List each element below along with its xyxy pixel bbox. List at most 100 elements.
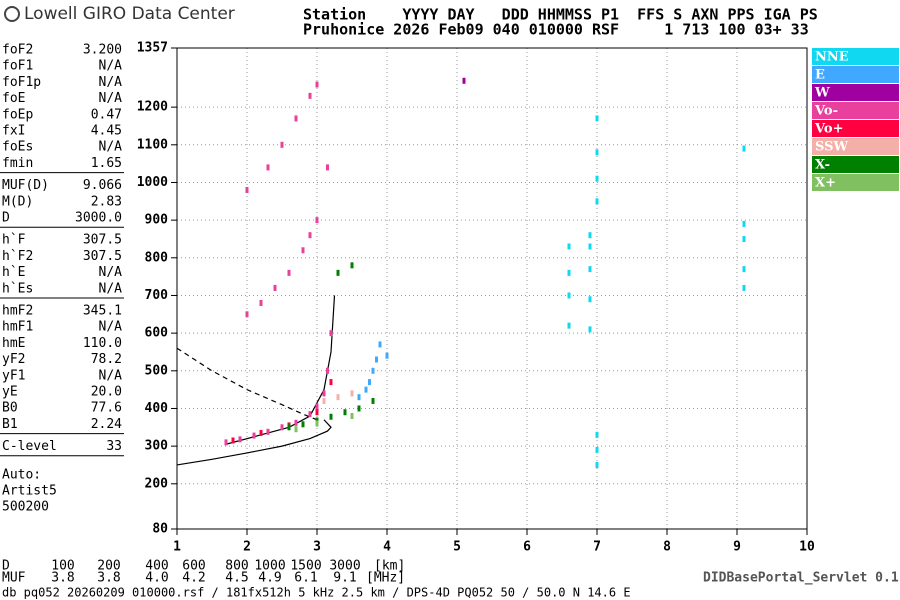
echo-point [595, 431, 599, 438]
echo-point [336, 269, 340, 276]
muf-value: 6.1 [294, 571, 317, 586]
legend-swatch [812, 174, 899, 191]
param-value: N/A [99, 140, 123, 155]
param-value: N/A [99, 91, 123, 106]
echo-point [364, 386, 368, 393]
echo-point [595, 175, 599, 182]
x-tick-label: 2 [243, 540, 251, 555]
param-name: fxI [2, 124, 25, 139]
echo-point [742, 235, 746, 242]
echo-point [742, 284, 746, 291]
echo-point [371, 397, 375, 404]
echo-point [315, 417, 319, 424]
legend-label: NNE [815, 50, 849, 65]
y-tick-label: 900 [145, 213, 169, 228]
profile-line [176, 347, 318, 421]
muf-value: 3.8 [97, 571, 120, 586]
echo-point [224, 439, 228, 446]
param-name: h`F2 [2, 249, 33, 264]
d-value: 1000 [254, 559, 285, 574]
echo-point [742, 220, 746, 227]
param-value: 4.45 [91, 124, 122, 139]
x-tick-label: 1 [173, 540, 181, 555]
d-value: 600 [182, 559, 205, 574]
param-name: hmF1 [2, 320, 33, 335]
param-name: yF2 [2, 352, 25, 367]
echo-point [245, 311, 249, 318]
echo-point [231, 437, 235, 444]
x-tick-label: 3 [313, 540, 321, 555]
param-name: h`E [2, 265, 25, 280]
d-label: D [2, 559, 10, 574]
logo-icon [4, 6, 20, 22]
param-value: 33 [106, 439, 122, 454]
x-tick-label: 9 [733, 540, 741, 555]
echo-point [595, 198, 599, 205]
d-value: 200 [97, 559, 120, 574]
y-tick-label: 600 [145, 326, 169, 341]
legend-label: X+ [815, 176, 836, 191]
d-value: 1500 [290, 559, 321, 574]
muf-unit: [MHz] [366, 571, 405, 586]
echo-point [588, 232, 592, 239]
param-value: N/A [99, 59, 123, 74]
y-tick-label: 1100 [137, 137, 168, 152]
d-value: 400 [145, 559, 168, 574]
d-unit: [km] [374, 559, 405, 574]
y-tick-label: 1200 [137, 100, 168, 115]
servlet: DIDBasePortal_Servlet 0.1 [703, 571, 899, 586]
echo-point [301, 247, 305, 254]
echo-point [567, 292, 571, 299]
echo-point [378, 341, 382, 348]
param-name: C-level [2, 439, 57, 454]
echo-point [329, 413, 333, 420]
echo-point [280, 141, 284, 148]
muf-value: 3.8 [51, 571, 74, 586]
echo-point [350, 390, 354, 397]
echo-point [567, 322, 571, 329]
echo-point [326, 367, 329, 374]
param-value: N/A [99, 320, 123, 335]
param-name: hmF2 [2, 304, 33, 319]
echo-point [259, 429, 263, 436]
x-tick-label: 6 [523, 540, 531, 555]
d-value: 800 [225, 559, 248, 574]
echo-point [259, 300, 263, 307]
param-value: 1.65 [91, 156, 122, 171]
x-tick-label: 10 [799, 540, 815, 555]
echo-point [385, 352, 389, 359]
header-line: Station YYYY DAY DDD HHMMSS P1 FFS S AXN… [303, 6, 818, 24]
echo-point [308, 232, 312, 239]
legend-label: X- [815, 158, 830, 173]
param-name: foF1 [2, 59, 33, 74]
echo-point [742, 145, 746, 152]
param-name: yF1 [2, 368, 25, 383]
param-name: M(D) [2, 194, 33, 209]
echo-point [287, 269, 291, 276]
x-tick-label: 8 [663, 540, 671, 555]
param-name: foEp [2, 107, 33, 122]
param-value: N/A [99, 75, 123, 90]
echo-point [252, 432, 256, 439]
echo-point [294, 115, 298, 122]
legend-swatch [812, 138, 899, 155]
y-tick-label: 300 [145, 439, 169, 454]
param-value: 2.83 [91, 194, 122, 209]
legend-swatch [812, 84, 899, 101]
legend-swatch [812, 156, 899, 173]
echo-point [595, 149, 599, 156]
echo-point [326, 164, 329, 171]
legend-swatch [812, 66, 899, 83]
x-tick-label: 7 [593, 540, 601, 555]
param-value: 0.47 [91, 107, 122, 122]
param-name: MUF(D) [2, 178, 49, 193]
echo-point [322, 397, 326, 404]
echo-point [588, 266, 592, 273]
param-name: h`F [2, 233, 26, 248]
legend-label: E [815, 68, 825, 83]
y-tick-label: 400 [145, 401, 169, 416]
echo-point [315, 217, 319, 224]
param-value: 3.200 [83, 43, 122, 58]
echo-point [357, 405, 361, 412]
